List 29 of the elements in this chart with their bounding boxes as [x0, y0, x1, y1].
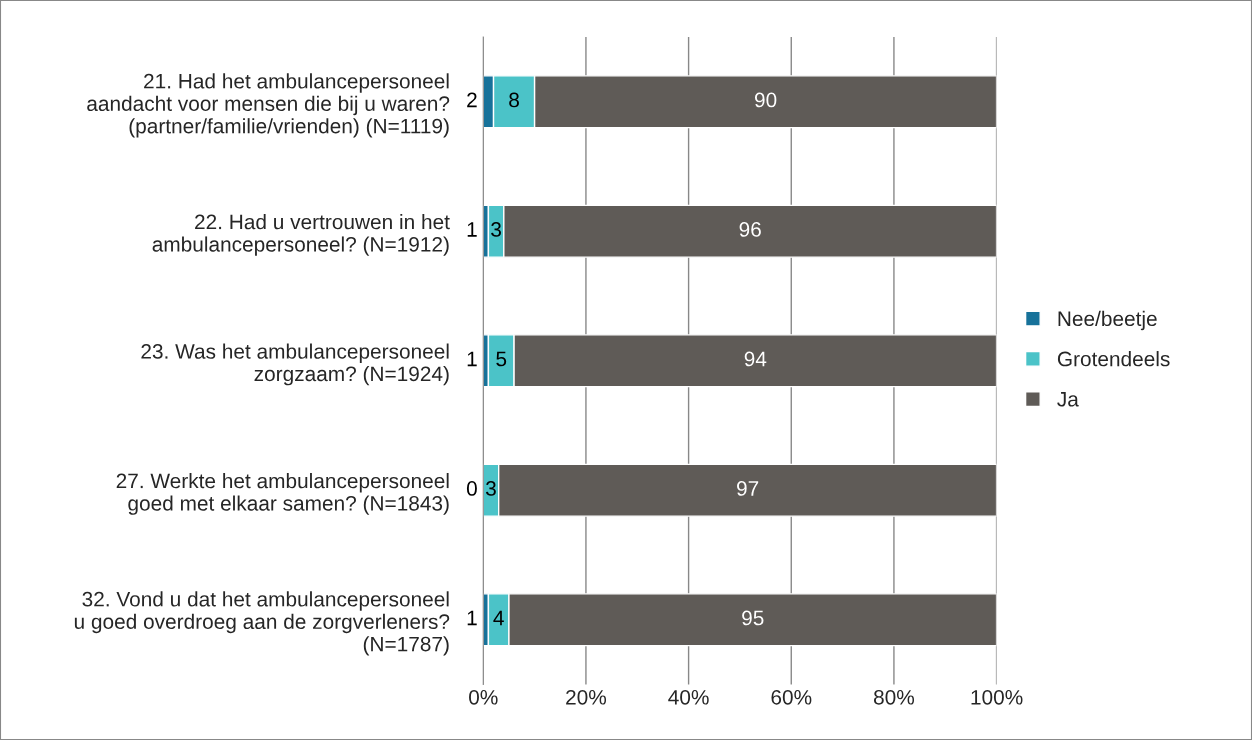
data-label: 96: [739, 222, 761, 237]
data-label: 1: [467, 610, 477, 626]
y-tick-label: 23. Was het ambulancepersoneel zorgzaam? (N=1924): [141, 343, 449, 386]
legend-label: Ja: [1057, 392, 1079, 407]
data-label: 1: [467, 351, 477, 367]
data-label: 3: [485, 481, 496, 496]
data-label: 90: [754, 92, 777, 108]
x-tick-label: 80%: [873, 689, 915, 705]
data-label: 3: [491, 222, 501, 237]
x-tick-label: 40%: [668, 689, 709, 705]
data-label: 94: [744, 351, 767, 367]
data-label: 1: [467, 222, 477, 237]
data-label: 4: [493, 610, 504, 626]
y-tick-label: 21. Had het ambulancepersoneel aandacht voor mensen die bij u waren? (partner/familie/vrienden) (N=1119): [87, 73, 450, 138]
data-label: 5: [496, 351, 507, 367]
data-label: 0: [466, 481, 477, 496]
legend-label: Grotendeels: [1057, 351, 1170, 367]
data-label: 95: [742, 610, 764, 626]
data-label: 8: [509, 92, 519, 108]
legend-label: Nee/beetje: [1058, 310, 1157, 331]
x-tick-label: 100%: [971, 689, 1023, 705]
data-label: 2: [467, 92, 477, 108]
data-label: 97: [737, 481, 759, 496]
y-tick-label: 27. Werkte het ambulancepersoneel goed met elkaar samen? (N=1843): [116, 472, 449, 515]
x-tick-label: 0%: [469, 689, 498, 705]
y-tick-label: 22. Had u vertrouwen in het ambulancepersoneel? (N=1912): [152, 213, 450, 256]
x-tick-label: 20%: [566, 689, 607, 705]
x-tick-label: 60%: [771, 689, 812, 705]
y-tick-label: 32. Vond u dat het ambulancepersoneel u goed overdroeg aan de zorgverleners? (N=1787): [74, 591, 450, 656]
